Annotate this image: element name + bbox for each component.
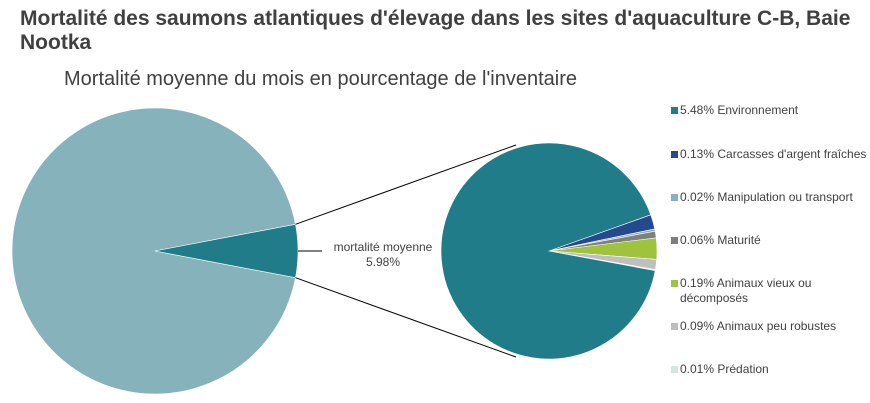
legend-item-animaux-peu-robustes: 0.09% Animaux peu robustes (671, 319, 870, 334)
legend-item-predation: 0.01% Prédation (671, 362, 870, 377)
legend-swatch (671, 107, 678, 114)
primary-slice-label: mortalité moyenne 5.98% (322, 240, 444, 270)
chart-subtitle: Mortalité moyenne du mois en pourcentage… (64, 68, 578, 90)
legend-label: 0.19% Animaux vieux ou décomposés (680, 276, 812, 305)
connector-line-bottom (295, 277, 517, 358)
legend-label: 0.09% Animaux peu robustes (680, 319, 837, 333)
legend-label: 0.01% Prédation (680, 362, 769, 376)
legend-swatch (671, 323, 678, 330)
legend-swatch (671, 366, 678, 373)
chart-title: Mortalité des saumons atlantiques d'élev… (20, 7, 851, 54)
legend-item-environnement: 5.48% Environnement (671, 103, 870, 118)
legend-swatch (671, 151, 678, 158)
legend-swatch (671, 237, 678, 244)
primary-slice-mortalite (154, 223, 299, 279)
secondary-slice-environnement (440, 142, 656, 360)
legend-item-animaux-vieux: 0.19% Animaux vieux ou décomposés (671, 276, 870, 306)
primary-pie (11, 107, 299, 395)
legend-label: 0.13% Carcasses d'argent fraîches (680, 147, 867, 161)
connector-lines (295, 144, 517, 358)
primary-slice-label-name: mortalité moyenne (333, 240, 433, 254)
legend-swatch (671, 194, 678, 201)
legend-item-carcasses: 0.13% Carcasses d'argent fraîches (671, 147, 870, 162)
legend-item-manipulation: 0.02% Manipulation ou transport (671, 190, 870, 205)
legend-item-maturite: 0.06% Maturité (671, 233, 870, 248)
legend-label: 0.06% Maturité (680, 233, 761, 247)
secondary-pie (440, 142, 658, 360)
primary-slice-rest (11, 107, 296, 395)
legend-swatch (671, 280, 678, 287)
connector-line-top (295, 144, 517, 225)
legend-label: 5.48% Environnement (680, 103, 799, 117)
legend-label: 0.02% Manipulation ou transport (680, 190, 853, 204)
primary-slice-label-value: 5.98% (365, 255, 401, 269)
